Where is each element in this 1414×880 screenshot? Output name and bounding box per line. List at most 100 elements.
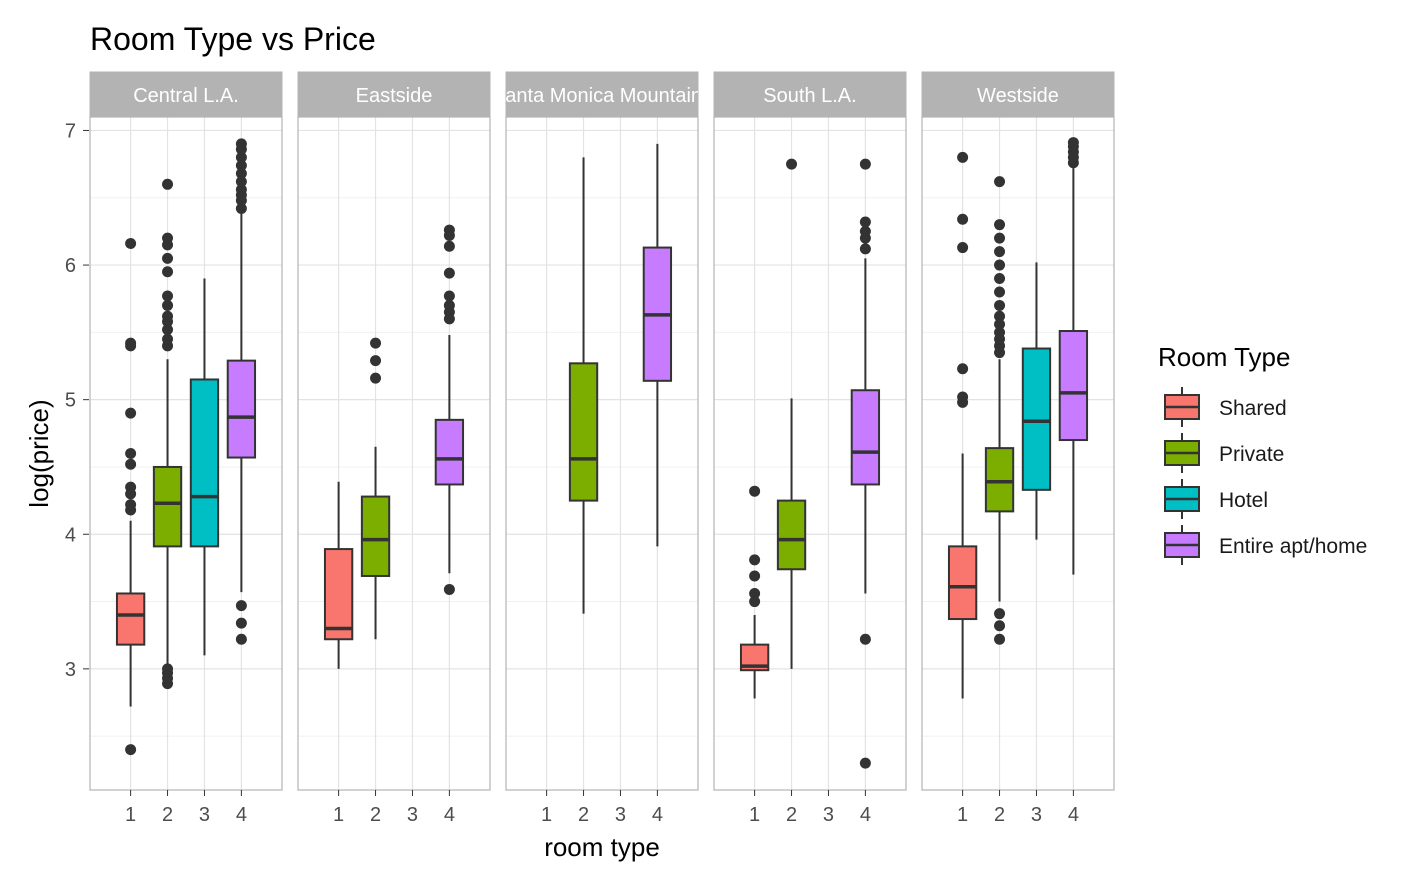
strip-background [297, 71, 491, 118]
panel-2: Santa Monica Mountains 1 2 3 4 [492, 71, 712, 826]
outlier-point [994, 299, 1006, 311]
box-rect [189, 378, 220, 548]
outlier-point [125, 337, 137, 349]
outlier-point [443, 267, 455, 279]
box-2 [984, 176, 1015, 645]
outlier-point [994, 246, 1006, 258]
outlier-point [235, 600, 247, 612]
outlier-point [749, 596, 761, 608]
x-tick-label: 1 [957, 804, 968, 826]
panel-4: Westside 1 2 3 4 [921, 71, 1115, 826]
x-tick-label: 4 [444, 804, 455, 826]
x-tick-label: 2 [994, 804, 1005, 826]
outlier-point [235, 617, 247, 629]
outlier-point [859, 216, 871, 228]
box-rect [568, 362, 599, 502]
outlier-point [859, 633, 871, 645]
outlier-point [957, 242, 969, 254]
box-rect [434, 418, 465, 486]
outlier-point [994, 176, 1006, 188]
box-rect [850, 389, 881, 486]
box-4 [850, 158, 881, 769]
outlier-point [1067, 137, 1079, 149]
panel-background [506, 117, 698, 790]
outlier-point [994, 326, 1006, 338]
strip-background [921, 71, 1115, 118]
box-2 [568, 157, 599, 614]
legend-label: Shared [1219, 397, 1287, 420]
strip-background [505, 71, 699, 118]
outlier-point [994, 273, 1006, 285]
legend: Room Type Shared Private Hotel Entire apt/ho… [1158, 342, 1367, 565]
x-tick-label: 1 [125, 804, 136, 826]
x-tick-label: 3 [199, 804, 210, 826]
panel-0: Central L.A. 1 2 3 4 [89, 71, 283, 826]
outlier-point [749, 570, 761, 582]
outlier-point [235, 159, 247, 171]
x-tick-label: 2 [370, 804, 381, 826]
x-tick-label: 3 [823, 804, 834, 826]
outlier-point [994, 232, 1006, 244]
strip-label: South L.A. [763, 85, 856, 107]
strip-label: Santa Monica Mountains [492, 85, 712, 107]
outlier-point [235, 633, 247, 645]
strip-background [89, 71, 283, 118]
y-tick-label: 5 [65, 390, 76, 412]
box-rect [947, 545, 978, 621]
legend-entry: Entire apt/home [1164, 525, 1367, 565]
box-rect [152, 465, 183, 548]
strip-background [713, 71, 907, 118]
box-1 [947, 151, 978, 699]
outlier-point [162, 299, 174, 311]
x-tick-label: 2 [786, 804, 797, 826]
panel-1: Eastside 1 2 3 4 [297, 71, 491, 826]
outlier-point [370, 337, 382, 349]
box-2 [776, 158, 807, 669]
outlier-point [957, 151, 969, 163]
box-2 [152, 178, 183, 690]
x-tick-label: 4 [652, 804, 663, 826]
outlier-point [994, 608, 1006, 620]
x-tick-label: 1 [333, 804, 344, 826]
outlier-point [370, 355, 382, 367]
legend-entry: Shared [1164, 387, 1287, 427]
x-tick-label: 4 [860, 804, 871, 826]
outlier-point [125, 458, 137, 470]
box-rect [360, 495, 391, 577]
box-rect [1021, 347, 1052, 491]
x-axis-title: room type [544, 832, 660, 862]
legend-label: Hotel [1219, 489, 1268, 512]
box-2 [360, 337, 391, 640]
outlier-point [994, 286, 1006, 298]
box-rect [323, 548, 354, 641]
outlier-point [162, 324, 174, 336]
x-tick-label: 4 [1068, 804, 1079, 826]
outlier-point [162, 252, 174, 264]
y-tick-label: 4 [65, 524, 76, 546]
box-3 [1021, 262, 1052, 540]
x-tick-label: 3 [1031, 804, 1042, 826]
outlier-point [994, 318, 1006, 330]
outlier-point [749, 485, 761, 497]
outlier-point [125, 238, 137, 250]
legend-entry: Hotel [1164, 479, 1268, 519]
outlier-point [957, 363, 969, 375]
box-3 [189, 278, 220, 656]
outlier-point [859, 757, 871, 769]
outlier-point [162, 333, 174, 345]
outlier-point [235, 138, 247, 150]
x-tick-label: 4 [236, 804, 247, 826]
box-rect [1058, 330, 1089, 442]
outlier-point [162, 310, 174, 322]
box-4 [226, 138, 257, 645]
outlier-point [162, 663, 174, 675]
x-tick-label: 2 [578, 804, 589, 826]
outlier-point [125, 744, 137, 756]
outlier-point [125, 407, 137, 419]
x-tick-label: 1 [541, 804, 552, 826]
outlier-point [994, 620, 1006, 632]
box-rect [984, 447, 1015, 513]
strip-label: Westside [977, 85, 1059, 107]
strip-label: Central L.A. [133, 85, 239, 107]
